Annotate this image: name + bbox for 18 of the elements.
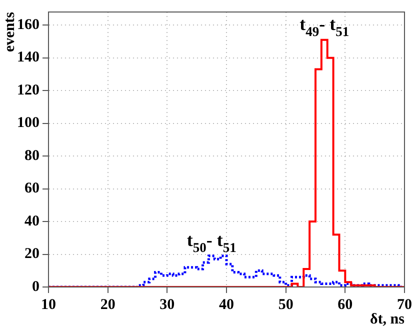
x-tick-label: 30: [160, 296, 175, 313]
x-tick-label: 60: [338, 296, 353, 313]
y-tick-label: 160: [17, 16, 40, 33]
y-tick-label: 120: [17, 82, 40, 98]
x-tick-label: 70: [397, 296, 412, 313]
y-tick-label: 40: [24, 213, 40, 230]
y-tick-label: 100: [17, 115, 40, 132]
y-tick-label: 0: [32, 278, 40, 295]
y-tick-label: 80: [24, 148, 40, 164]
y-tick-label: 60: [24, 180, 40, 197]
x-tick-label: 40: [219, 296, 234, 313]
y-tick-label: 140: [17, 50, 40, 66]
y-tick-label: 20: [24, 246, 40, 262]
x-tick-label: 20: [100, 296, 116, 313]
y-axis-title: events: [2, 12, 18, 52]
x-axis-title: δt, ns: [370, 311, 405, 327]
x-tick-label: 50: [278, 296, 294, 313]
x-tick-label: 10: [41, 296, 56, 313]
